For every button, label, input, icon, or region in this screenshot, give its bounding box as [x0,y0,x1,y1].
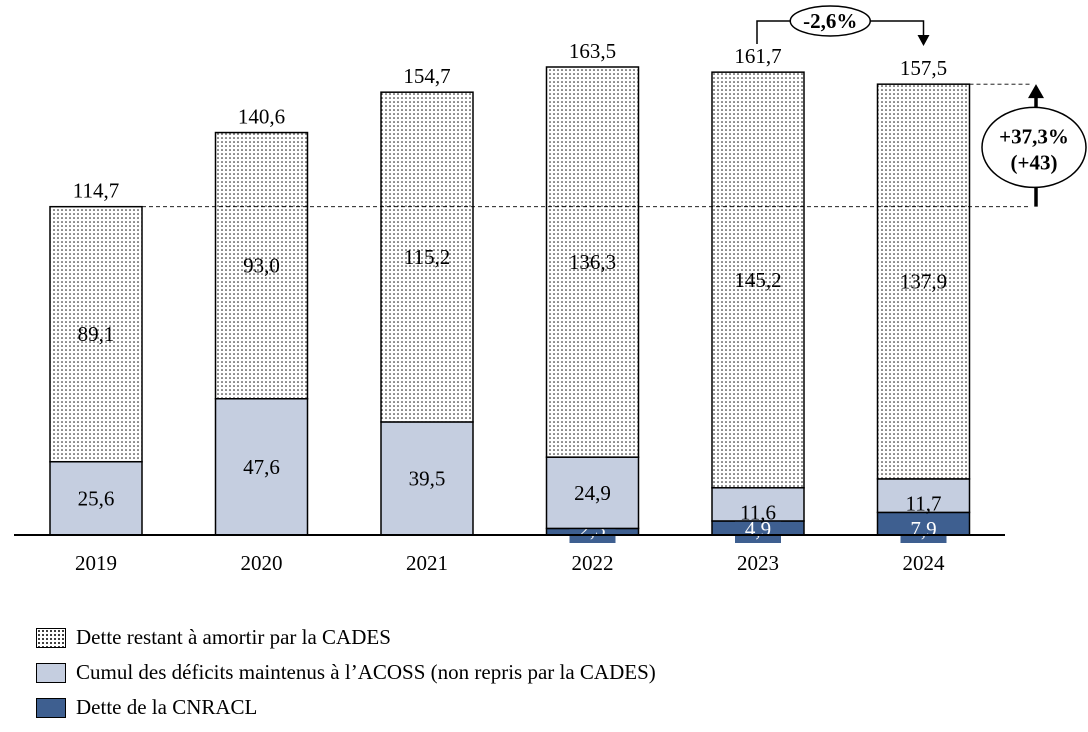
data-label: 89,1 [78,322,115,346]
data-label: 11,6 [740,500,776,524]
data-label: 7,9 [910,517,936,541]
bar-segment [49,460,143,536]
data-label: 115,2 [404,245,450,269]
bar-segment [380,91,474,423]
arrow-head [1028,84,1044,99]
x-tick-label: 2024 [903,551,946,575]
stacked-bar-chart: 25,6 89,1 114,7 2019 47,6 93,0 140,6 2020 39,5 11… [14,5,1087,575]
change-label: -2,6% [803,9,857,33]
data-label: 137,9 [900,270,947,294]
total-label: 157,5 [900,56,947,80]
x-tick-label: 2021 [406,551,448,575]
x-tick-label: 2022 [572,551,614,575]
total-label: 140,6 [238,105,285,129]
data-label: 93,0 [243,254,280,278]
total-label: 163,5 [569,39,616,63]
change-arrow-head [917,35,930,46]
legend-label: Dette restant à amortir par la CADES [76,625,391,649]
total-label: 114,7 [73,179,119,203]
data-label: 136,3 [569,250,616,274]
legend-item-acoss: Cumul des déficits maintenus à l’ACOSS (… [36,655,656,690]
legend: Dette restant à amortir par la CADES Cum… [36,620,656,725]
bar-segment [49,205,143,463]
annotations-layer: +37,3%(+43) -2,6% [142,5,1087,208]
legend-item-cnracl: Dette de la CNRACL [36,690,656,725]
change-ellipse [789,5,871,37]
data-label: 39,5 [409,466,446,490]
bar-segment [214,131,309,400]
legend-label: Cumul des déficits maintenus à l’ACOSS (… [76,660,656,684]
bar-segment [545,66,640,458]
x-tick-label: 2020 [241,551,283,575]
legend-swatch-light [36,662,66,683]
legend-swatch-dark [36,697,66,718]
bar-segment [876,478,971,514]
bar-segment [711,71,805,489]
total-label: 161,7 [734,44,781,68]
data-label: 24,9 [574,481,611,505]
data-label: 47,6 [243,455,280,479]
bar-segment [711,487,805,522]
data-label: 145,2 [734,268,781,292]
increase-ellipse [981,106,1087,189]
data-label: 25,6 [78,486,115,510]
legend-item-cades: Dette restant à amortir par la CADES [36,620,656,655]
legend-swatch-dotted [36,627,66,648]
x-tick-label: 2019 [75,551,117,575]
data-label: 11,7 [906,492,942,516]
bar-segment [545,456,640,530]
data-label-box [900,517,947,543]
legend-label: Dette de la CNRACL [76,695,258,719]
bar-segment [876,83,971,480]
total-label: 154,7 [403,64,450,88]
increase-abs-label: (+43) [1011,150,1058,174]
x-tick-label: 2023 [737,551,779,575]
increase-pct-label: +37,3% [999,124,1069,148]
bars-layer: 25,6 89,1 114,7 2019 47,6 93,0 140,6 2020 39,5 11… [14,39,1005,575]
